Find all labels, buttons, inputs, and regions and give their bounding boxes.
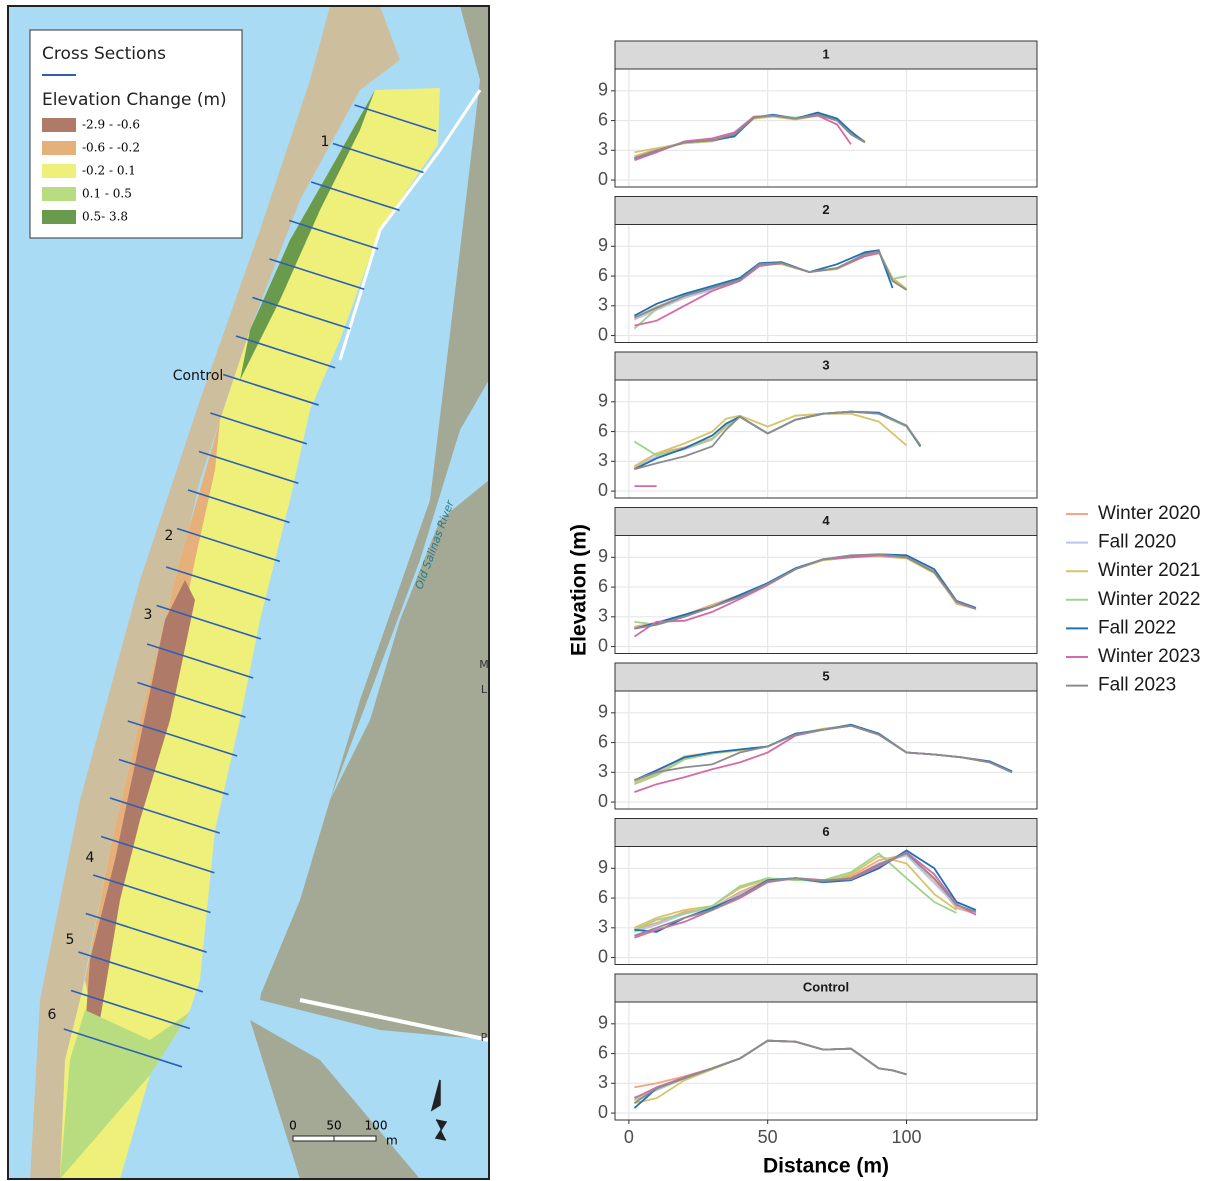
scale-label: 50 <box>326 1119 341 1133</box>
y-tick-label: 9 <box>598 391 608 411</box>
y-tick-label: 3 <box>598 917 608 937</box>
scale-label: 100 <box>365 1119 388 1133</box>
legend-label: Winter 2021 <box>1098 560 1200 581</box>
panel <box>615 225 1037 343</box>
facet: 2 0 3 6 9 <box>598 197 1037 345</box>
panel <box>615 1002 1037 1120</box>
y-tick-label: 3 <box>598 295 608 315</box>
transect-label: 3 <box>144 607 153 623</box>
scale-label: m <box>386 1134 398 1148</box>
y-tick-label: 9 <box>598 80 608 100</box>
y-tick-label: 0 <box>598 791 608 811</box>
legend-label: Fall 2023 <box>1098 675 1176 696</box>
y-axis-label: Elevation (m) <box>568 524 591 656</box>
legend: Cross Sections Elevation Change (m) -2.9… <box>30 30 242 238</box>
y-tick-label: 9 <box>598 702 608 722</box>
legend-label: Winter 2023 <box>1098 646 1200 667</box>
strip-label: 2 <box>822 202 829 217</box>
y-tick-label: 3 <box>598 1072 608 1092</box>
strip-label: 1 <box>822 46 829 61</box>
panel <box>615 380 1037 498</box>
legend-subtitle: Elevation Change (m) <box>42 90 227 110</box>
y-tick-label: 6 <box>598 420 608 440</box>
legend-swatch <box>42 164 76 178</box>
facet: 6 0 3 6 9 <box>598 819 1037 967</box>
transect-label: 4 <box>86 850 95 866</box>
legend-label: Winter 2022 <box>1098 589 1200 610</box>
y-tick-label: 3 <box>598 606 608 626</box>
panel <box>615 691 1037 809</box>
legend-swatch <box>42 187 76 201</box>
y-tick-label: 6 <box>598 1042 608 1062</box>
y-tick-label: 6 <box>598 731 608 751</box>
x-tick-label: 0 <box>624 1127 634 1147</box>
facet: 5 0 3 6 9 <box>598 663 1037 811</box>
legend-title: Cross Sections <box>42 44 166 64</box>
y-tick-label: 3 <box>598 450 608 470</box>
facet: Control 0 3 6 9 0 50 100 <box>598 974 1037 1147</box>
y-tick-label: 0 <box>598 324 608 344</box>
edge-label: M <box>479 658 489 671</box>
y-tick-label: 6 <box>598 576 608 596</box>
page: {"map": {"legend_title": "Cross Sections… <box>0 0 1212 1181</box>
y-tick-label: 6 <box>598 265 608 285</box>
chart: Elevation (m) Distance (m) 1036920369303… <box>568 41 1201 1178</box>
transect-label: 2 <box>165 528 174 544</box>
y-tick-label: 9 <box>598 857 608 877</box>
transect-label: 6 <box>48 1007 57 1023</box>
y-tick-label: 9 <box>598 235 608 255</box>
x-tick-label: 100 <box>891 1127 921 1147</box>
legend-swatch <box>42 210 76 224</box>
map: 1 Control 2 3 4 5 6 Old Salinas River M … <box>8 6 489 1179</box>
strip-label: 6 <box>822 824 829 839</box>
legend-label: -0.2 - 0.1 <box>82 164 136 178</box>
legend-label: 0.5- 3.8 <box>82 210 128 224</box>
x-tick-label: 50 <box>758 1127 778 1147</box>
strip-label: 5 <box>822 668 829 683</box>
facet: 3 0 3 6 9 <box>598 352 1037 500</box>
legend-label: -2.9 - -0.6 <box>82 118 140 132</box>
edge-label: L <box>481 683 488 696</box>
y-tick-label: 0 <box>598 1102 608 1122</box>
legend-label: Fall 2022 <box>1098 617 1176 638</box>
figure: 1 Control 2 3 4 5 6 Old Salinas River M … <box>0 0 1212 1181</box>
legend-label: 0.1 - 0.5 <box>82 187 132 201</box>
y-tick-label: 0 <box>598 480 608 500</box>
panel <box>615 536 1037 654</box>
y-tick-label: 0 <box>598 946 608 966</box>
transect-label: 1 <box>321 134 330 150</box>
panel <box>615 69 1037 187</box>
strip-label: 4 <box>822 513 830 528</box>
panel <box>615 847 1037 965</box>
y-tick-label: 0 <box>598 635 608 655</box>
legend-label: -0.6 - -0.2 <box>82 141 140 155</box>
y-tick-label: 6 <box>598 109 608 129</box>
legend-swatch <box>42 118 76 132</box>
scale-label: 0 <box>289 1119 297 1133</box>
y-tick-label: 0 <box>598 169 608 189</box>
y-tick-label: 9 <box>598 1013 608 1033</box>
facet: 4 0 3 6 9 <box>598 508 1037 656</box>
legend-label: Winter 2020 <box>1098 503 1200 524</box>
transect-label: Control <box>173 368 224 384</box>
facet: 1 0 3 6 9 <box>598 41 1037 189</box>
transect-label: 5 <box>66 932 75 948</box>
x-axis-label: Distance (m) <box>763 1155 889 1178</box>
strip-label: Control <box>803 979 849 994</box>
y-tick-label: 6 <box>598 887 608 907</box>
legend-label: Fall 2020 <box>1098 532 1176 553</box>
edge-label: P <box>481 1031 488 1044</box>
strip-label: 3 <box>822 357 829 372</box>
y-tick-label: 3 <box>598 761 608 781</box>
legend-swatch <box>42 141 76 155</box>
y-tick-label: 9 <box>598 546 608 566</box>
y-tick-label: 3 <box>598 139 608 159</box>
